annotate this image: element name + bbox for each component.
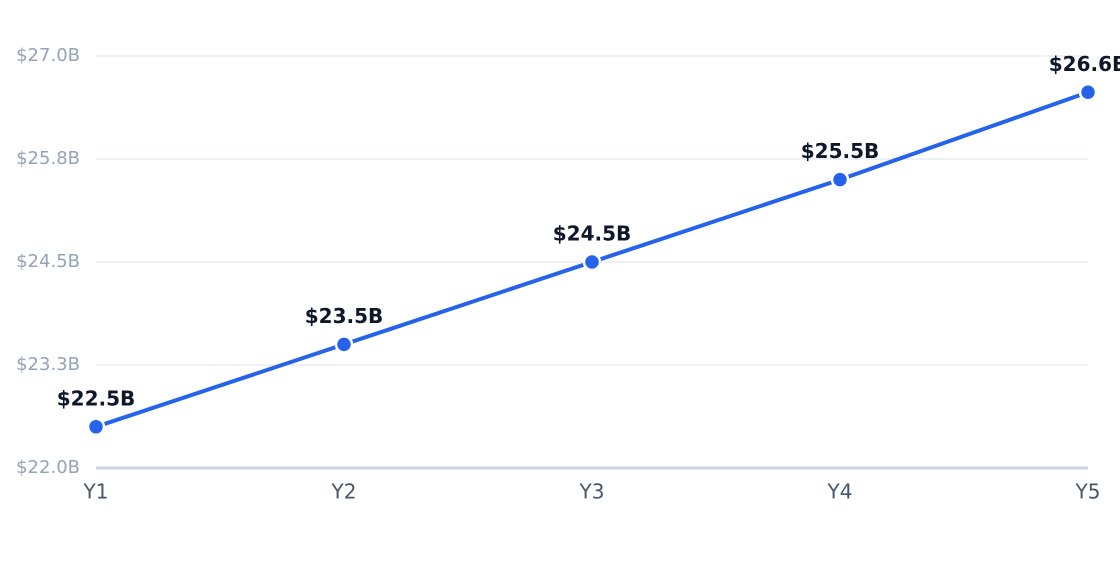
x-tick-label: Y1	[83, 480, 109, 504]
point	[582, 252, 602, 272]
x-tick-label: Y4	[827, 480, 853, 504]
x-tick-label: Y5	[1075, 480, 1101, 504]
point	[1078, 83, 1098, 102]
value-label: $23.5B	[305, 304, 384, 328]
value-label: $25.5B	[801, 139, 880, 163]
value-label: $24.5B	[553, 222, 632, 246]
value-label: $22.5B	[57, 386, 136, 410]
y-tick-label: $23.3B	[16, 354, 80, 375]
y-tick-label: $22.0B	[16, 457, 80, 478]
point	[86, 417, 106, 437]
y-tick-label: $24.5B	[16, 251, 80, 272]
y-tick-label: $25.8B	[16, 148, 80, 169]
point	[334, 335, 354, 354]
x-tick-label: Y2	[331, 480, 357, 504]
value-label: $26.6B	[1049, 52, 1120, 76]
y-tick-label: $27.0B	[16, 45, 80, 66]
point	[830, 170, 850, 189]
x-tick-label: Y3	[579, 480, 605, 504]
